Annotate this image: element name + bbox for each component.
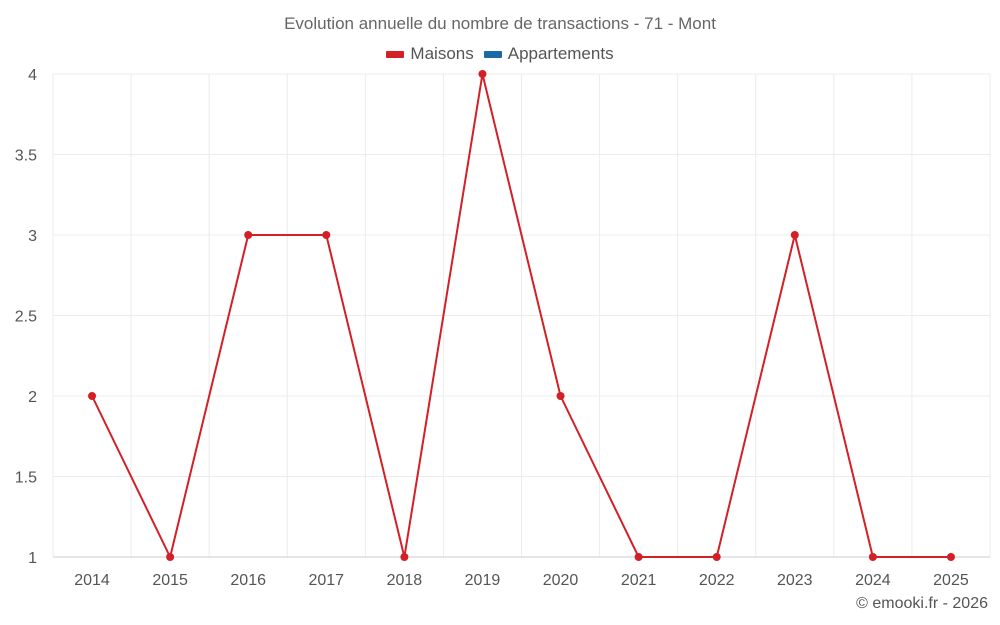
legend-label-maisons: Maisons — [410, 44, 474, 63]
y-tick-label: 2.5 — [15, 309, 37, 326]
data-point — [478, 70, 487, 78]
x-tick-label: 2023 — [777, 572, 813, 589]
chart-title: Evolution annuelle du nombre de transact… — [284, 14, 716, 33]
x-tick-label: 2021 — [621, 572, 657, 589]
legend-label-appartements: Appartements — [507, 44, 614, 63]
y-tick-label: 4 — [28, 67, 37, 84]
data-point — [244, 231, 253, 239]
data-point — [946, 553, 955, 561]
x-tick-label: 2018 — [387, 572, 423, 589]
series-line-maisons — [91, 73, 951, 558]
data-point — [88, 392, 97, 400]
y-tick-label: 1.5 — [15, 470, 37, 487]
chart-legend: Maisons Appartements — [0, 44, 1000, 64]
legend-item-appartements[interactable]: Appartements — [483, 44, 614, 64]
data-point — [556, 392, 565, 400]
y-tick-label: 3 — [28, 228, 37, 245]
x-tick-label: 2024 — [855, 572, 891, 589]
copyright-credit: © emooki.fr - 2026 — [856, 595, 988, 612]
x-tick-label: 2016 — [230, 572, 266, 589]
y-tick-label: 3.5 — [15, 148, 37, 165]
x-tick-label: 2019 — [465, 572, 501, 589]
data-point — [322, 231, 331, 239]
y-tick-label: 1 — [28, 550, 37, 567]
legend-swatch-appartements — [483, 50, 502, 58]
legend-swatch-maisons — [386, 50, 405, 58]
x-tick-label: 2017 — [308, 572, 344, 589]
data-point — [400, 553, 409, 561]
data-point — [712, 553, 721, 561]
data-point — [166, 553, 175, 561]
data-point — [868, 553, 877, 561]
x-tick-label: 2025 — [933, 572, 969, 589]
data-point — [790, 231, 799, 239]
data-point — [634, 553, 643, 561]
x-tick-label: 2020 — [543, 572, 579, 589]
x-tick-label: 2014 — [74, 572, 110, 589]
y-tick-label: 2 — [28, 389, 37, 406]
legend-item-maisons[interactable]: Maisons — [386, 44, 474, 64]
x-tick-label: 2022 — [699, 572, 735, 589]
x-tick-label: 2015 — [152, 572, 188, 589]
